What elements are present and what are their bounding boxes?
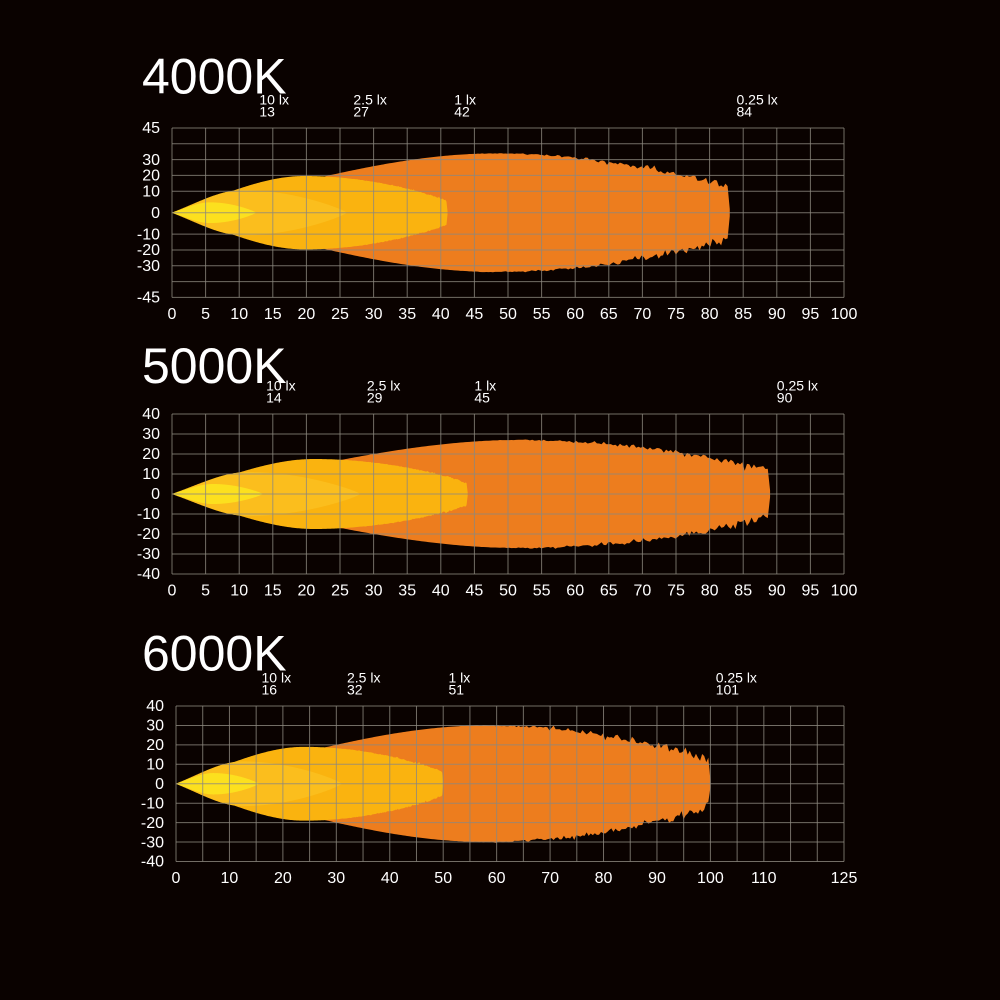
svg-text:80: 80 xyxy=(701,306,719,323)
svg-text:13: 13 xyxy=(259,104,275,120)
svg-text:110: 110 xyxy=(751,870,777,887)
svg-text:35: 35 xyxy=(398,306,416,323)
svg-text:-40: -40 xyxy=(137,566,160,583)
svg-text:0: 0 xyxy=(155,776,164,793)
svg-text:30: 30 xyxy=(146,718,164,735)
svg-text:-20: -20 xyxy=(141,815,164,832)
svg-text:40: 40 xyxy=(432,306,450,323)
svg-text:45: 45 xyxy=(474,390,490,406)
svg-text:65: 65 xyxy=(600,583,618,600)
svg-text:-20: -20 xyxy=(137,242,160,259)
svg-text:10: 10 xyxy=(142,466,160,483)
svg-text:27: 27 xyxy=(353,104,369,120)
svg-text:-10: -10 xyxy=(141,795,164,812)
svg-text:4000K: 4000K xyxy=(142,49,287,105)
svg-text:-45: -45 xyxy=(137,290,160,307)
svg-text:5: 5 xyxy=(201,306,210,323)
svg-text:45: 45 xyxy=(466,306,484,323)
svg-text:15: 15 xyxy=(264,306,282,323)
svg-text:30: 30 xyxy=(327,870,345,887)
svg-text:30: 30 xyxy=(365,583,383,600)
svg-text:90: 90 xyxy=(768,306,786,323)
svg-text:75: 75 xyxy=(667,583,685,600)
svg-text:-10: -10 xyxy=(137,226,160,243)
svg-text:30: 30 xyxy=(142,426,160,443)
svg-text:100: 100 xyxy=(831,306,858,323)
svg-text:10: 10 xyxy=(230,306,248,323)
svg-text:50: 50 xyxy=(499,306,517,323)
svg-text:25: 25 xyxy=(331,306,349,323)
svg-text:10: 10 xyxy=(142,183,160,200)
svg-text:90: 90 xyxy=(648,870,666,887)
svg-text:29: 29 xyxy=(367,390,383,406)
svg-text:20: 20 xyxy=(298,583,316,600)
svg-text:40: 40 xyxy=(142,406,160,423)
svg-text:0: 0 xyxy=(151,486,160,503)
svg-text:70: 70 xyxy=(541,870,559,887)
svg-text:70: 70 xyxy=(634,306,652,323)
svg-text:-30: -30 xyxy=(141,834,164,851)
svg-text:0: 0 xyxy=(151,205,160,222)
svg-text:45: 45 xyxy=(142,120,160,137)
svg-text:30: 30 xyxy=(142,152,160,169)
svg-text:60: 60 xyxy=(488,870,506,887)
svg-text:50: 50 xyxy=(434,870,452,887)
svg-text:90: 90 xyxy=(777,390,793,406)
svg-text:60: 60 xyxy=(566,583,584,600)
svg-text:42: 42 xyxy=(454,104,470,120)
svg-text:90: 90 xyxy=(768,583,786,600)
svg-text:-30: -30 xyxy=(137,546,160,563)
svg-text:85: 85 xyxy=(734,583,752,600)
svg-text:-20: -20 xyxy=(137,526,160,543)
svg-text:35: 35 xyxy=(398,583,416,600)
svg-text:10: 10 xyxy=(221,870,239,887)
svg-text:55: 55 xyxy=(533,583,551,600)
svg-text:40: 40 xyxy=(381,870,399,887)
svg-text:95: 95 xyxy=(802,583,820,600)
svg-text:60: 60 xyxy=(566,306,584,323)
svg-text:50: 50 xyxy=(499,583,517,600)
svg-text:-10: -10 xyxy=(137,506,160,523)
svg-text:0: 0 xyxy=(168,306,177,323)
svg-text:20: 20 xyxy=(142,446,160,463)
svg-text:15: 15 xyxy=(264,583,282,600)
svg-text:-30: -30 xyxy=(137,258,160,275)
svg-text:84: 84 xyxy=(737,104,753,120)
svg-text:5000K: 5000K xyxy=(142,338,287,394)
svg-text:32: 32 xyxy=(347,682,363,698)
svg-text:80: 80 xyxy=(701,583,719,600)
svg-text:40: 40 xyxy=(432,583,450,600)
svg-text:0: 0 xyxy=(168,583,177,600)
svg-text:20: 20 xyxy=(142,168,160,185)
svg-text:0: 0 xyxy=(172,870,181,887)
svg-text:25: 25 xyxy=(331,583,349,600)
svg-text:51: 51 xyxy=(449,682,465,698)
svg-text:45: 45 xyxy=(466,583,484,600)
svg-text:5: 5 xyxy=(201,583,210,600)
svg-text:95: 95 xyxy=(802,306,820,323)
svg-text:100: 100 xyxy=(831,583,858,600)
svg-text:10: 10 xyxy=(146,757,164,774)
svg-text:40: 40 xyxy=(146,698,164,715)
svg-text:20: 20 xyxy=(298,306,316,323)
svg-text:16: 16 xyxy=(262,682,278,698)
svg-text:55: 55 xyxy=(533,306,551,323)
svg-text:80: 80 xyxy=(595,870,613,887)
svg-text:10: 10 xyxy=(230,583,248,600)
svg-text:125: 125 xyxy=(831,870,858,887)
svg-text:20: 20 xyxy=(146,737,164,754)
svg-text:-40: -40 xyxy=(141,854,164,871)
svg-text:65: 65 xyxy=(600,306,618,323)
svg-text:6000K: 6000K xyxy=(142,626,287,682)
svg-text:20: 20 xyxy=(274,870,292,887)
svg-text:85: 85 xyxy=(734,306,752,323)
svg-text:30: 30 xyxy=(365,306,383,323)
svg-text:101: 101 xyxy=(716,682,740,698)
svg-text:75: 75 xyxy=(667,306,685,323)
svg-text:100: 100 xyxy=(697,870,724,887)
svg-text:70: 70 xyxy=(634,583,652,600)
